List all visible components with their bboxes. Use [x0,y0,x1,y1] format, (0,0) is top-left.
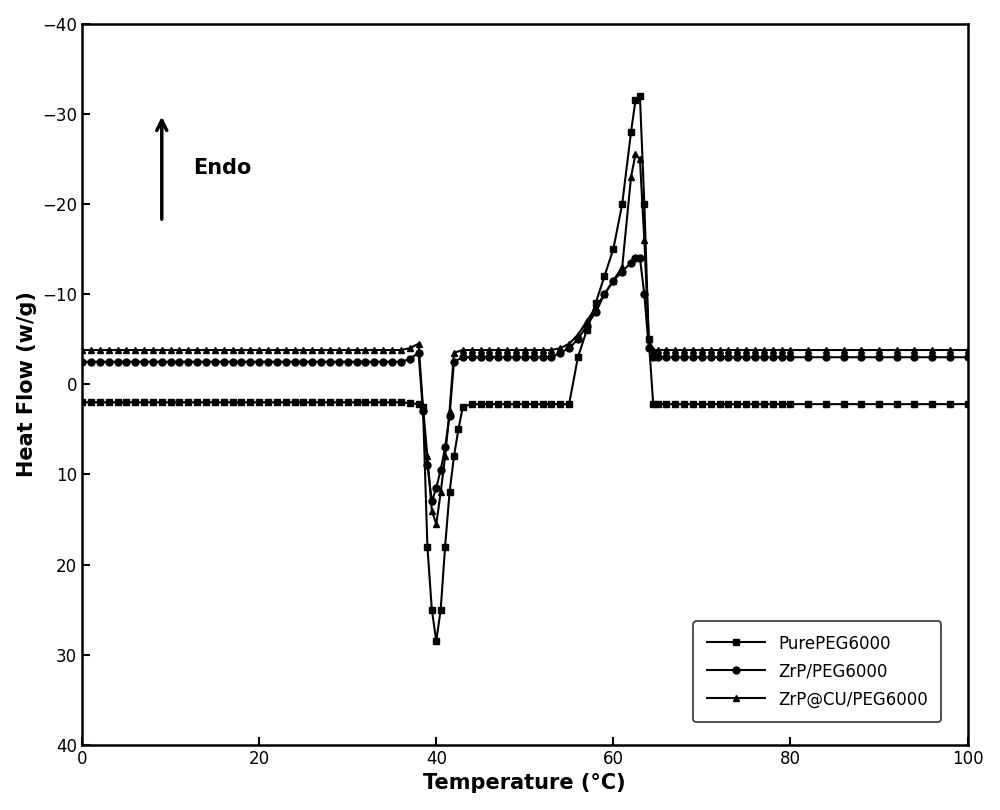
ZrP/PEG6000 [76,357,88,367]
ZrP@CU/PEG6000 [76,345,88,355]
PurePEG6000 [430,637,442,646]
X-axis label: Temperature (°C): Temperature (°C) [423,774,626,793]
PurePEG6000 [342,398,354,407]
PurePEG6000 [962,399,974,409]
ZrP@CU/PEG6000 [629,150,641,160]
ZrP@CU/PEG6000 [687,345,699,355]
ZrP@CU/PEG6000 [962,345,974,355]
ZrP@CU/PEG6000 [129,345,141,355]
ZrP/PEG6000 [528,352,540,362]
ZrP/PEG6000 [687,352,699,362]
PurePEG6000 [475,399,487,409]
ZrP@CU/PEG6000 [430,519,442,529]
Line: ZrP/PEG6000: ZrP/PEG6000 [79,254,971,505]
ZrP/PEG6000 [629,254,641,263]
ZrP@CU/PEG6000 [147,345,159,355]
Y-axis label: Heat Flow (w/g): Heat Flow (w/g) [17,292,37,477]
Text: Endo: Endo [193,158,251,178]
ZrP/PEG6000 [426,497,438,506]
ZrP/PEG6000 [962,352,974,362]
PurePEG6000 [705,399,717,409]
PurePEG6000 [501,399,513,409]
ZrP/PEG6000 [147,357,159,367]
ZrP@CU/PEG6000 [590,303,602,313]
PurePEG6000 [280,398,292,407]
Line: ZrP@CU/PEG6000: ZrP@CU/PEG6000 [79,151,971,527]
ZrP@CU/PEG6000 [457,345,469,355]
PurePEG6000 [634,91,646,100]
PurePEG6000 [76,398,88,407]
PurePEG6000 [306,398,318,407]
ZrP@CU/PEG6000 [528,345,540,355]
ZrP/PEG6000 [590,307,602,317]
ZrP/PEG6000 [129,357,141,367]
Legend: PurePEG6000, ZrP/PEG6000, ZrP@CU/PEG6000: PurePEG6000, ZrP/PEG6000, ZrP@CU/PEG6000 [693,621,941,723]
Line: PurePEG6000: PurePEG6000 [79,92,971,645]
ZrP/PEG6000 [457,352,469,362]
